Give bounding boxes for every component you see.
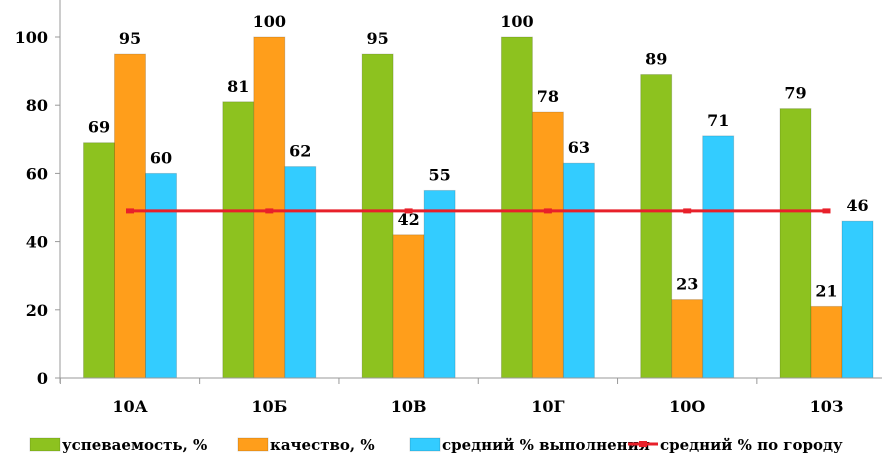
data-label: 23 (676, 275, 698, 294)
legend-label: средний % по городу (660, 436, 843, 454)
bar (284, 166, 317, 379)
legend-label: качество, % (270, 436, 375, 454)
bars-layer (83, 36, 874, 379)
bar (222, 101, 255, 379)
bar (810, 305, 843, 379)
bar (702, 135, 735, 379)
x-tick-label: 10В (391, 397, 427, 416)
x-tick-label: 10А (112, 397, 147, 416)
legend-label: средний % выполнения (442, 436, 650, 454)
x-tick-label: 10Б (251, 397, 287, 416)
bar (114, 53, 146, 379)
x-tick-label: 10О (669, 397, 705, 416)
bar (562, 162, 595, 379)
bar (83, 142, 115, 379)
data-label: 95 (366, 29, 388, 48)
data-label: 60 (150, 148, 172, 167)
y-tick-label: 0 (37, 369, 48, 388)
data-label: 71 (707, 111, 729, 130)
x-tick-label: 10З (810, 397, 844, 416)
bar (423, 189, 456, 379)
y-tick-label: 60 (26, 164, 48, 183)
data-label: 100 (500, 12, 533, 31)
data-label: 78 (537, 87, 559, 106)
data-label: 79 (784, 84, 806, 103)
legend-swatch (237, 437, 269, 452)
bar (392, 234, 425, 379)
data-label: 95 (119, 29, 141, 48)
data-label: 46 (846, 196, 868, 215)
bar (779, 108, 812, 379)
data-labels-layer: 69 81 95 100 89 79 95 100 42 78 23 21 60 62 55 63 71 46 (88, 12, 869, 300)
data-label: 55 (428, 165, 450, 184)
data-label: 63 (568, 138, 590, 157)
bar (500, 36, 533, 379)
bar (841, 220, 874, 379)
data-label: 81 (227, 77, 249, 96)
data-label: 69 (88, 118, 110, 137)
data-label: 21 (815, 281, 837, 300)
bar (361, 53, 394, 379)
x-tick-label: 10Г (531, 397, 564, 416)
y-tick-label: 80 (26, 96, 48, 115)
axis-layer: 0 20 40 60 80 100 10А 10Б 10В 10Г 10О 10З (15, 0, 882, 416)
legend-swatch (409, 437, 441, 452)
y-tick-label: 20 (26, 301, 48, 320)
legend: успеваемость, % качество, % средний % выпо… (29, 436, 843, 454)
legend-swatch (29, 437, 61, 452)
bar (145, 172, 177, 379)
data-label: 42 (397, 210, 419, 229)
bar (531, 111, 564, 379)
legend-label: успеваемость, % (62, 436, 207, 454)
bar (253, 36, 286, 379)
bar (640, 74, 673, 379)
y-tick-label: 100 (15, 28, 48, 47)
data-label: 62 (289, 142, 311, 161)
data-label: 89 (645, 50, 667, 69)
bar (671, 299, 704, 379)
data-label: 100 (253, 12, 286, 31)
y-tick-label: 40 (26, 233, 48, 252)
